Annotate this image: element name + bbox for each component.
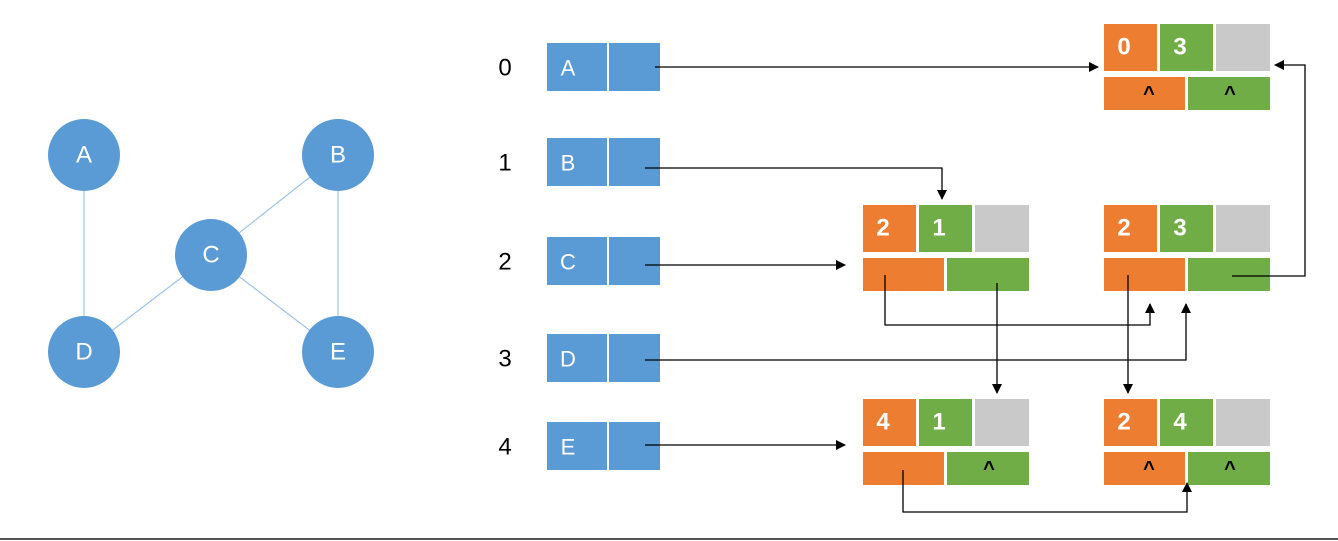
info-cell bbox=[1216, 24, 1270, 71]
graph-node-e: E bbox=[302, 316, 374, 388]
ilink-cell bbox=[1104, 77, 1185, 110]
vertex-label: C bbox=[560, 250, 576, 275]
vertex-firstedge-cell bbox=[609, 138, 660, 186]
graph-node-circle bbox=[302, 119, 374, 191]
graph-node-label: A bbox=[76, 142, 92, 169]
graph-node-label: C bbox=[202, 242, 219, 269]
graph-node-b: B bbox=[302, 119, 374, 191]
jlink-cell bbox=[1188, 77, 1270, 110]
ivex-cell bbox=[1104, 24, 1157, 71]
ilink-null: ^ bbox=[1143, 458, 1155, 480]
ivex-cell bbox=[863, 399, 916, 446]
jvex-cell bbox=[919, 205, 972, 252]
graph-node-circle bbox=[302, 316, 374, 388]
ivex-value: 0 bbox=[1117, 34, 1130, 61]
graph-nodes: A B C D E bbox=[48, 119, 374, 388]
vertex-data-cell bbox=[547, 422, 607, 470]
jvex-cell bbox=[1160, 24, 1213, 71]
jlink-null: ^ bbox=[1224, 83, 1236, 105]
bottom-divider bbox=[0, 538, 1338, 540]
vertex-firstedge-cell bbox=[609, 43, 660, 91]
jlink-cell bbox=[947, 452, 1029, 485]
edge-nodes: 0 3^ ^2 1 2 34 1^2 4^ ^ bbox=[863, 24, 1270, 485]
graph-node-d: D bbox=[48, 316, 120, 388]
vertex-index: 3 bbox=[498, 346, 511, 373]
arrow-b-firstedge bbox=[645, 167, 947, 200]
pointer-arrows bbox=[645, 60, 1306, 513]
vertex-label: D bbox=[560, 347, 576, 372]
vertex-table: 0 A1 B2 C3 D4 E bbox=[498, 43, 660, 470]
arrow-d-firstedge bbox=[645, 303, 1191, 361]
vertex-firstedge-cell bbox=[609, 422, 660, 470]
ivex-value: 2 bbox=[1117, 215, 1130, 242]
info-cell bbox=[1216, 399, 1270, 446]
vertex-firstedge-cell bbox=[609, 237, 660, 285]
ivex-value: 4 bbox=[876, 409, 890, 436]
graph-node-label: D bbox=[75, 339, 92, 366]
vertex-data-cell bbox=[547, 334, 607, 382]
ilink-cell bbox=[1104, 452, 1185, 485]
jlink-cell bbox=[1188, 258, 1270, 291]
vertex-index: 2 bbox=[498, 249, 511, 276]
jvex-cell bbox=[1160, 399, 1213, 446]
ilink-cell bbox=[1104, 258, 1185, 291]
jvex-value: 1 bbox=[932, 409, 945, 436]
vertex-data-cell bbox=[547, 138, 607, 186]
edge-node-0-3: 0 3 ^ ^ bbox=[1104, 24, 1270, 110]
jlink-cell bbox=[1188, 452, 1270, 485]
vertex-label: A bbox=[561, 56, 576, 81]
graph-node-a: A bbox=[48, 119, 120, 191]
graph-node-circle bbox=[175, 219, 247, 291]
vertex-label: E bbox=[561, 435, 576, 460]
edge-node-2-4: 2 4 ^ ^ bbox=[1104, 399, 1270, 485]
ivex-cell bbox=[863, 205, 916, 252]
ilink-null: ^ bbox=[1143, 83, 1155, 105]
arrow-n21-ilink bbox=[884, 275, 1155, 326]
info-cell bbox=[975, 399, 1029, 446]
arrow-n23-jlink bbox=[1232, 60, 1306, 277]
graph-node-label: B bbox=[330, 142, 346, 169]
jvex-value: 1 bbox=[932, 215, 945, 242]
ivex-cell bbox=[1104, 205, 1157, 252]
info-cell bbox=[975, 205, 1029, 252]
edge-node-4-1: 4 1 ^ bbox=[863, 399, 1029, 485]
graph-node-circle bbox=[48, 316, 120, 388]
vertex-label: B bbox=[561, 151, 576, 176]
ivex-cell bbox=[1104, 399, 1157, 446]
vertex-firstedge-cell bbox=[609, 334, 660, 382]
vertex-index: 0 bbox=[498, 55, 511, 82]
jvex-cell bbox=[919, 399, 972, 446]
ivex-value: 2 bbox=[1117, 409, 1130, 436]
vertex-data-cell bbox=[547, 237, 607, 285]
graph-node-label: E bbox=[330, 339, 346, 366]
jvex-value: 3 bbox=[1173, 34, 1186, 61]
jvex-value: 3 bbox=[1173, 215, 1186, 242]
info-cell bbox=[1216, 205, 1270, 252]
jlink-cell bbox=[947, 258, 1029, 291]
jvex-value: 4 bbox=[1173, 409, 1187, 436]
arrow-n41-ilink bbox=[902, 470, 1192, 513]
jlink-null: ^ bbox=[1224, 458, 1236, 480]
jlink-null: ^ bbox=[983, 458, 995, 480]
ivex-value: 2 bbox=[876, 215, 889, 242]
graph-node-c: C bbox=[175, 219, 247, 291]
vertex-index: 4 bbox=[498, 434, 511, 461]
vertex-index: 1 bbox=[498, 150, 511, 177]
ilink-cell bbox=[863, 258, 944, 291]
graph-node-circle bbox=[48, 119, 120, 191]
vertex-data-cell bbox=[547, 43, 607, 91]
jvex-cell bbox=[1160, 205, 1213, 252]
